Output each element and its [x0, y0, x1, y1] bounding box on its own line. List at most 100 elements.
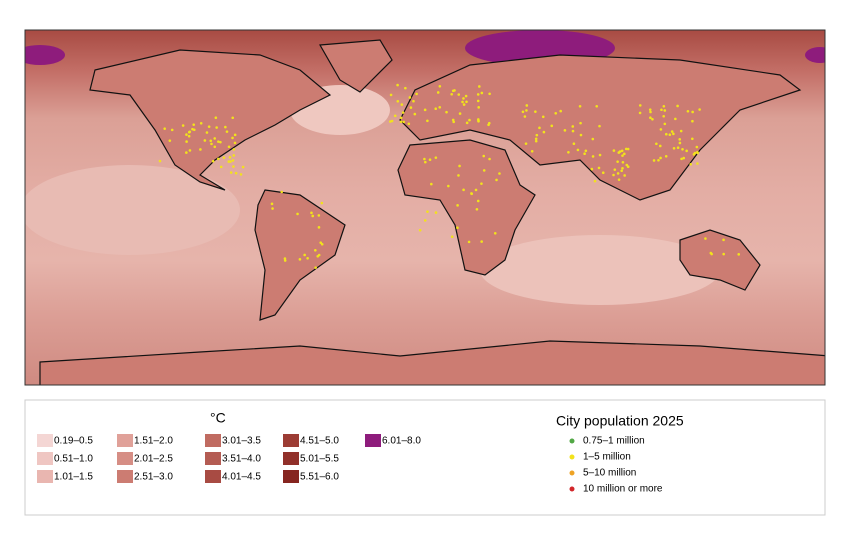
city-dot	[181, 124, 185, 127]
city-dot	[722, 238, 725, 242]
city-dot	[698, 108, 701, 111]
city-dot	[534, 137, 538, 141]
city-dot	[625, 163, 629, 167]
city-dot	[674, 117, 677, 121]
city-dot	[458, 164, 461, 168]
city-dot	[670, 130, 674, 133]
temperature-swatch	[37, 470, 53, 483]
city-dot	[185, 140, 188, 143]
city-dot	[474, 188, 478, 192]
city-dot	[616, 160, 619, 163]
temperature-swatch	[37, 434, 53, 447]
temperature-swatch	[117, 434, 133, 447]
temperature-label: 1.01–1.5	[54, 472, 93, 483]
city-dot	[530, 149, 534, 153]
city-dot	[234, 171, 238, 175]
city-dot	[664, 154, 668, 158]
city-dot	[464, 94, 468, 98]
city-dot	[310, 211, 313, 215]
city-dot	[704, 237, 707, 240]
city-dot	[207, 125, 211, 128]
legend-box	[24, 399, 826, 516]
city-dot	[542, 130, 546, 134]
city-dot	[572, 142, 576, 146]
city-dot	[415, 92, 418, 96]
city-dot	[476, 199, 480, 203]
city-dot	[649, 110, 652, 114]
city-dot	[462, 97, 465, 100]
city-dot	[579, 133, 583, 137]
city-dot	[465, 121, 469, 125]
city-dot	[187, 134, 191, 138]
city-dot	[232, 154, 236, 157]
city-dot	[209, 139, 213, 143]
city-dot	[678, 141, 682, 145]
city-dot	[620, 149, 624, 153]
city-dot	[617, 151, 621, 154]
city-dot	[498, 172, 501, 175]
cities	[158, 83, 741, 269]
city-dot	[396, 99, 400, 103]
city-dot	[271, 207, 274, 210]
city-dot	[192, 123, 196, 126]
city-dot	[692, 153, 696, 156]
city-dot	[314, 249, 317, 252]
city-dot	[229, 160, 232, 163]
city-dot	[408, 96, 412, 99]
city-dot	[676, 104, 679, 108]
city-dot	[390, 119, 394, 123]
city-dot	[393, 114, 397, 118]
temperature-swatch	[37, 452, 53, 465]
city-dot	[638, 111, 642, 115]
city-dot	[423, 157, 426, 161]
city-dot	[682, 156, 686, 160]
city-dot	[598, 124, 601, 128]
city-dot	[672, 147, 676, 150]
city-dot	[239, 173, 243, 176]
city-dot	[438, 105, 442, 109]
temperature-label: 1.51–2.0	[134, 436, 173, 447]
city-dot	[241, 165, 245, 169]
city-dot	[213, 145, 217, 149]
city-dot	[199, 148, 202, 151]
city-dot	[710, 252, 713, 256]
city-dot	[621, 166, 624, 170]
city-dot	[453, 89, 456, 92]
city-dot	[691, 137, 694, 141]
city-dot	[219, 165, 223, 169]
city-dot	[482, 169, 486, 172]
city-dot	[399, 116, 403, 120]
city-dot	[495, 178, 498, 182]
city-dot	[617, 178, 621, 181]
city-dot	[451, 118, 455, 122]
city-dot	[638, 104, 642, 107]
population-dot	[569, 470, 575, 476]
city-dot	[691, 110, 694, 114]
city-dot	[457, 93, 461, 96]
city-dot	[620, 169, 623, 173]
temperature-swatch	[283, 452, 299, 465]
city-dot	[185, 151, 188, 154]
city-dot	[597, 166, 601, 170]
city-dot	[649, 116, 652, 120]
city-dot	[231, 136, 234, 140]
city-dot	[280, 190, 284, 194]
city-dot	[229, 171, 233, 174]
city-dot	[434, 156, 438, 159]
city-dot	[407, 122, 411, 126]
city-dot	[231, 159, 235, 162]
city-dot	[418, 228, 422, 232]
city-dot	[450, 92, 453, 96]
city-dot	[409, 106, 413, 109]
city-dot	[559, 109, 562, 113]
city-dot	[231, 116, 235, 120]
temperature-label: 0.19–0.5	[54, 436, 93, 447]
city-dot	[436, 91, 440, 94]
city-dot	[621, 154, 624, 157]
city-dot	[396, 83, 399, 87]
city-dot	[493, 231, 497, 235]
city-dot	[219, 140, 222, 144]
city-dot	[270, 202, 274, 206]
city-dot	[534, 139, 538, 143]
city-dot	[613, 168, 617, 171]
